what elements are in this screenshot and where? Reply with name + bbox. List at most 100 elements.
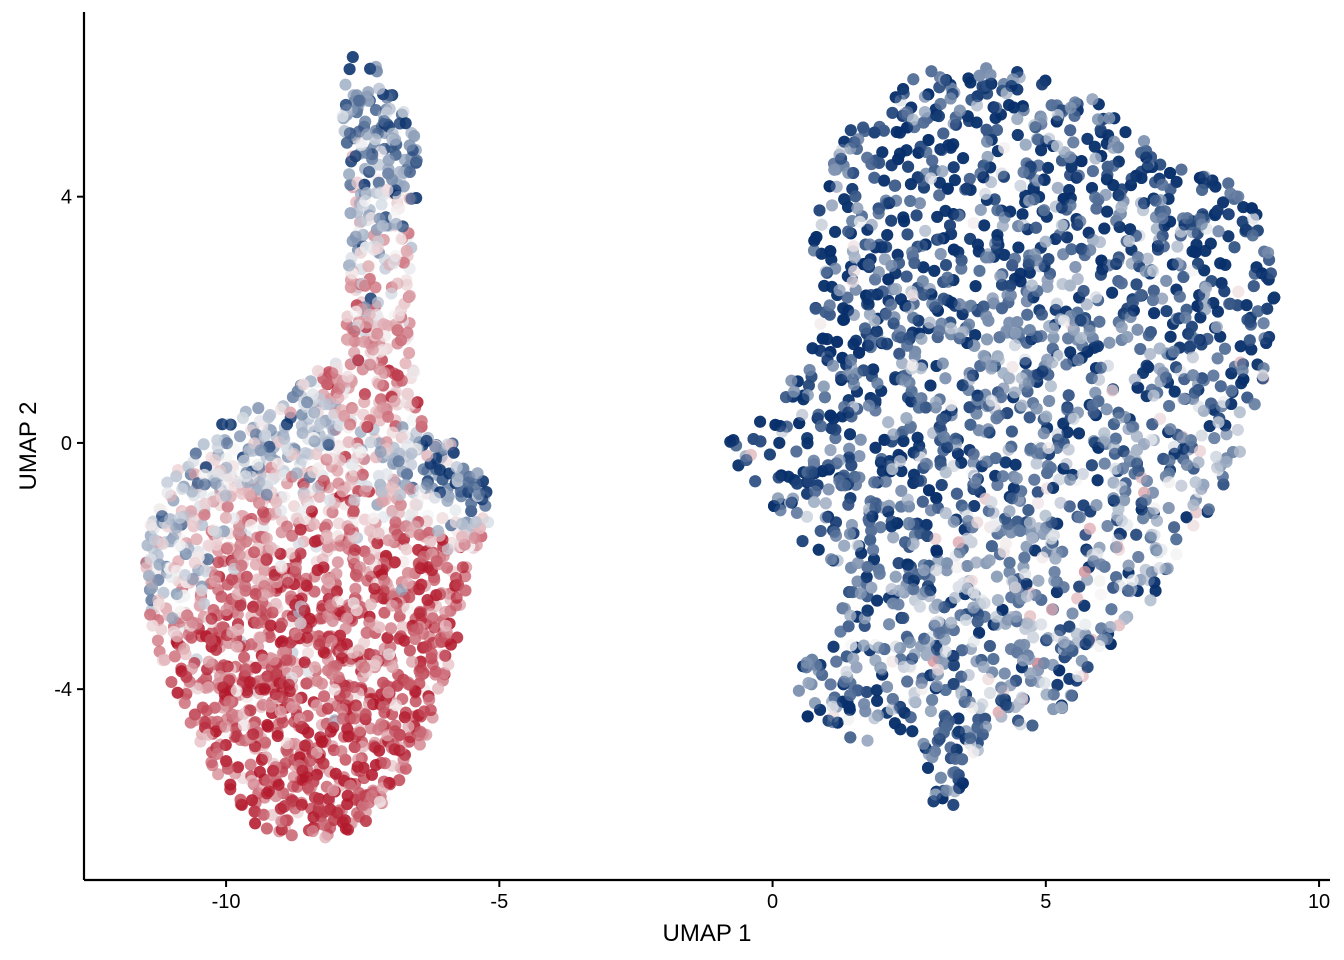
- scatter-point: [403, 166, 416, 178]
- scatter-point: [249, 588, 262, 600]
- scatter-point: [219, 720, 232, 733]
- scatter-point: [314, 417, 327, 430]
- scatter-point: [240, 535, 253, 548]
- scatter-point: [317, 818, 330, 831]
- scatter-point: [348, 681, 361, 694]
- scatter-point: [168, 650, 181, 663]
- scatter-point: [328, 683, 341, 696]
- scatter-point: [205, 612, 218, 625]
- scatter-point: [339, 98, 352, 111]
- scatter-point: [362, 86, 375, 99]
- scatter-point: [299, 447, 312, 460]
- scatter-point: [355, 446, 368, 459]
- scatter-point: [320, 453, 333, 466]
- scatter-point: [362, 260, 375, 273]
- scatter-point: [307, 811, 320, 824]
- scatter-point: [253, 476, 266, 489]
- scatter-point: [215, 590, 228, 603]
- scatter-point: [423, 693, 436, 706]
- scatter-point: [371, 327, 384, 340]
- scatter-point: [321, 702, 334, 715]
- scatter-point: [359, 279, 372, 292]
- scatter-point: [258, 430, 271, 443]
- scatter-point: [406, 414, 419, 426]
- scatter-point: [243, 487, 256, 500]
- scatter-point: [336, 110, 349, 123]
- scatter-point: [372, 527, 385, 540]
- scatter-point: [286, 701, 298, 714]
- scatter-point: [171, 686, 184, 699]
- scatter-point: [403, 644, 416, 657]
- scatter-point: [223, 674, 235, 687]
- scatter-point: [290, 467, 303, 480]
- scatter-point: [275, 526, 288, 539]
- scatter-point: [456, 517, 468, 530]
- scatter-point: [354, 726, 367, 739]
- scatter-point: [366, 343, 379, 356]
- scatter-point: [348, 741, 361, 754]
- scatter-point: [318, 805, 331, 818]
- scatter-point: [247, 728, 260, 741]
- scatter-point: [385, 622, 397, 635]
- scatter-point: [346, 51, 359, 63]
- scatter-point: [280, 654, 293, 667]
- scatter-point: [325, 634, 338, 647]
- scatter-point: [358, 661, 371, 674]
- scatter-point: [434, 632, 447, 645]
- scatter-point: [230, 684, 243, 697]
- scatter-point: [195, 584, 208, 597]
- scatter-point: [349, 568, 362, 581]
- scatter-point: [359, 115, 372, 128]
- scatter-point: [252, 402, 265, 415]
- scatter-point: [278, 432, 291, 445]
- scatter-point: [281, 418, 293, 431]
- scatter-point: [400, 244, 413, 257]
- scatter-point: [385, 287, 398, 300]
- scatter-point: [208, 701, 221, 714]
- scatter-point: [306, 825, 319, 838]
- scatter-point: [190, 533, 203, 546]
- scatter-point: [387, 257, 400, 269]
- scatter-point: [221, 437, 233, 450]
- scatter-point: [358, 388, 371, 401]
- scatter-point: [349, 150, 362, 163]
- scatter-point: [261, 670, 274, 683]
- scatter-point: [473, 488, 486, 500]
- scatter-point: [359, 708, 372, 721]
- scatter-point: [339, 78, 352, 91]
- scatter-point: [350, 305, 363, 318]
- scatter-point: [360, 626, 373, 639]
- scatter-point: [313, 638, 326, 651]
- scatter-point: [300, 579, 313, 592]
- scatter-point: [399, 357, 412, 370]
- scatter-point: [173, 539, 186, 552]
- scatter-point: [279, 814, 292, 827]
- scatter-point: [311, 365, 324, 377]
- scatter-point: [343, 259, 355, 272]
- scatter-point: [382, 534, 395, 547]
- scatter-point: [359, 241, 372, 254]
- scatter-point: [197, 438, 210, 451]
- scatter-point: [257, 653, 270, 666]
- scatter-point: [408, 366, 421, 379]
- scatter-point: [153, 558, 166, 571]
- scatter-point: [274, 802, 287, 815]
- scatter-point: [411, 396, 424, 409]
- scatter-point: [296, 427, 309, 439]
- scatter-point: [209, 477, 222, 490]
- scatter-point: [392, 455, 405, 468]
- scatter-point: [205, 756, 218, 769]
- scatter-point: [389, 133, 402, 146]
- scatter-point: [299, 739, 311, 752]
- scatter-point: [318, 690, 331, 703]
- scatter-point: [349, 699, 362, 712]
- scatter-point: [341, 370, 354, 383]
- scatter-point: [340, 136, 353, 149]
- scatter-point: [415, 415, 428, 428]
- scatter-point: [243, 445, 256, 458]
- scatter-point: [298, 604, 311, 617]
- scatter-point: [284, 406, 297, 419]
- scatter-point: [282, 576, 294, 589]
- scatter-point: [317, 757, 330, 770]
- scatter-point: [326, 615, 339, 627]
